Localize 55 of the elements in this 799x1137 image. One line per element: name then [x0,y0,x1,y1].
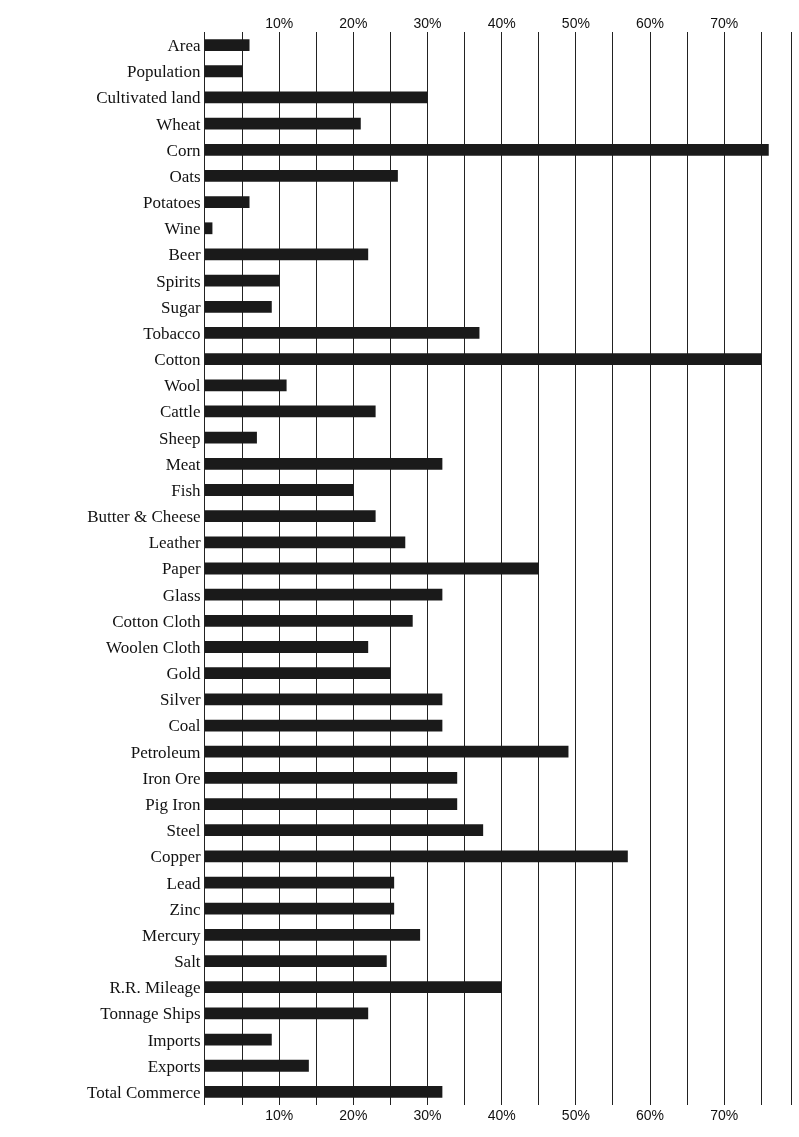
y-tick-label: Meat [165,454,201,474]
y-tick-label: Population [126,62,202,82]
y-tick-label: Steel [166,821,201,841]
y-tick-label: Cotton Cloth [112,611,202,631]
x2-tick-label: 50% [561,1107,590,1123]
y-tick-label: Petroleum [130,742,201,762]
y-tick-label: Iron Ore [142,768,201,788]
y-tick-label: Fish [171,480,202,500]
x2-tick-label: 40% [487,1107,516,1123]
y-tick-label: Butter & Cheese [87,507,201,527]
y-tick-label: R.R. Mileage [109,978,201,998]
y-tick-label: Area [167,36,202,56]
y-tick-label: Spirits [156,271,201,291]
y-tick-label: Imports [147,1030,201,1050]
x2-tick-label: 20% [339,1107,368,1123]
y-tick-label: Silver [159,690,201,710]
y-tick-label: Cultivated land [96,88,202,108]
x2-tick-label: 70% [710,1107,739,1123]
y-tick-label: Potatoes [142,193,201,213]
y-tick-label: Pig Iron [145,794,202,814]
y-tick-label: Tonnage Ships [100,1004,201,1024]
y-tick-label: Copper [150,847,201,867]
x-tick-label: 60% [636,15,665,32]
y-tick-label: Sugar [160,297,201,317]
y-tick-label: Woolen Cloth [106,637,202,657]
x2-tick-label: 10% [265,1107,294,1123]
y-tick-label: Wheat [156,114,201,134]
x-tick-label: 50% [561,15,590,32]
y-tick-label: Glass [162,585,201,605]
y-tick-label: Total Commerce [87,1082,201,1102]
y-tick-label: Tobacco [143,323,201,343]
y-tick-label: Wool [164,376,201,396]
y-tick-label: Exports [147,1056,201,1076]
x-tick-label: 20% [339,15,368,32]
y-tick-label: Cotton [154,350,202,370]
y-tick-label: Corn [166,140,202,160]
y-tick-label: Beer [168,245,201,265]
x2-tick-label: 30% [413,1107,442,1123]
x2-tick-label: 60% [636,1107,665,1123]
y-tick-label: Cattle [159,402,201,422]
y-tick-label: Paper [161,559,201,579]
y-tick-label: Mercury [142,925,202,945]
y-tick-label: Salt [174,952,201,972]
y-tick-label: Zinc [169,899,202,919]
x-tick-label: 30% [413,15,442,32]
y-tick-label: Wine [164,219,201,239]
y-tick-label: Lead [166,873,202,893]
x-tick-label: 10% [265,15,294,32]
x-tick-label: 70% [710,15,739,32]
y-tick-label: Sheep [159,428,201,448]
y-tick-label: Oats [169,166,201,186]
x-tick-label: 40% [487,15,516,32]
y-tick-label: Leather [148,533,201,553]
y-tick-label: Coal [168,716,201,736]
y-tick-label: Gold [166,664,202,684]
